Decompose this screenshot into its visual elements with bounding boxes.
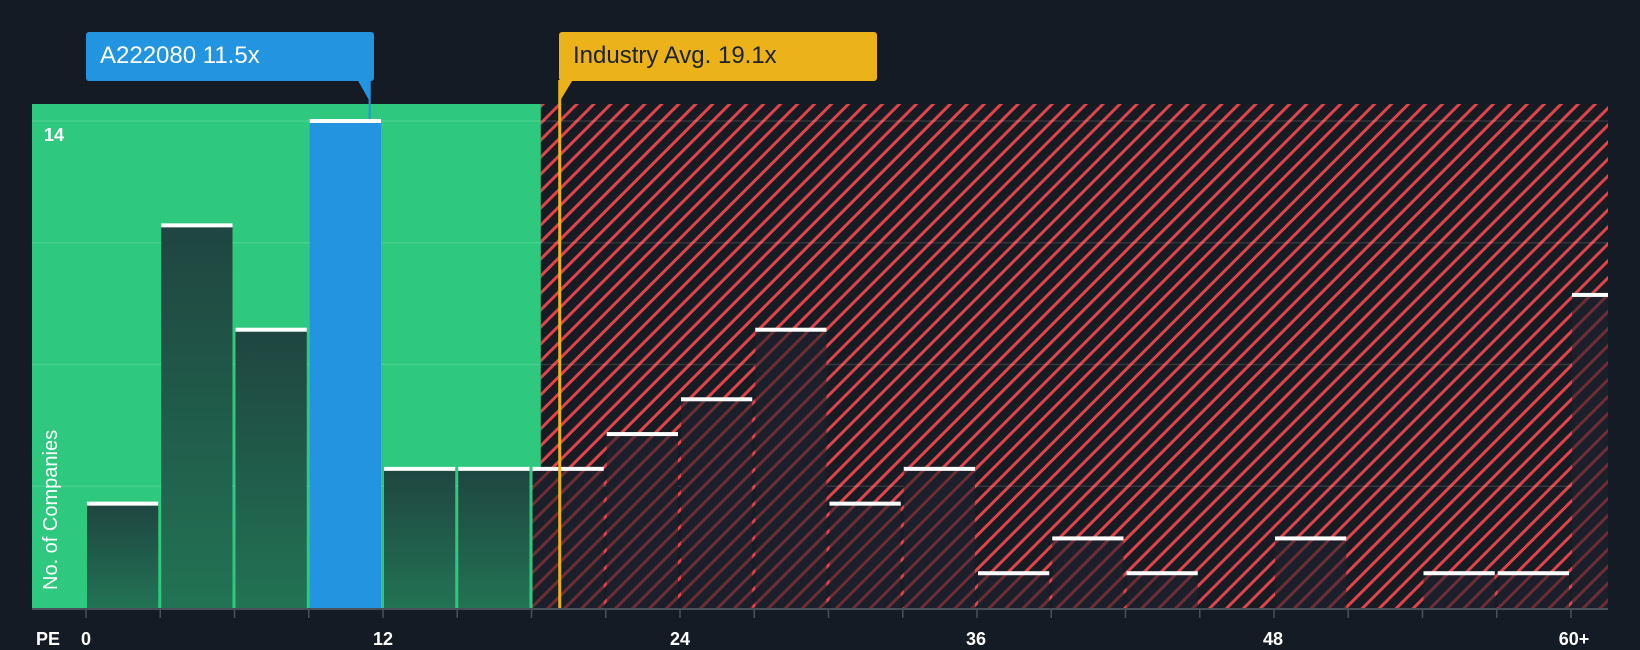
- bar-cap: [1052, 536, 1124, 541]
- bar-cap: [161, 223, 233, 228]
- histogram-bar: [1275, 538, 1347, 608]
- industry-avg-label: Industry Avg. 19.1x: [573, 42, 777, 69]
- bar-cap: [384, 466, 456, 471]
- histogram-bar: [1497, 573, 1569, 608]
- histogram-bar: [1423, 573, 1495, 608]
- bar-cap: [755, 327, 827, 332]
- bar-cap: [1497, 571, 1569, 576]
- y-tick-max: 14: [44, 125, 65, 145]
- bar-cap: [87, 501, 159, 506]
- bar-cap: [681, 397, 753, 402]
- histogram-bar: [755, 329, 827, 608]
- histogram-bar: [903, 468, 975, 608]
- histogram-bar: [681, 399, 753, 608]
- histogram-bar: [458, 468, 530, 608]
- histogram-bar: [161, 225, 233, 608]
- y-axis-label: No. of Companies: [40, 429, 62, 590]
- company-pe-callout: A222080 11.5x: [86, 32, 374, 81]
- bar-cap: [1126, 571, 1198, 576]
- bar-cap: [1275, 536, 1347, 541]
- bar-cap: [532, 466, 604, 471]
- histogram-bar: [309, 121, 381, 608]
- x-tick-36: 36: [965, 629, 987, 649]
- bar-cap: [829, 501, 901, 506]
- histogram-bar: [978, 573, 1050, 608]
- industry-callout-pointer: [558, 80, 573, 103]
- histogram-bar: [532, 468, 604, 608]
- bar-cap: [458, 466, 530, 471]
- x-tick-60-plus: 60+: [1558, 629, 1590, 649]
- bar-cap: [309, 119, 381, 123]
- histogram-bar: [1572, 294, 1608, 608]
- histogram-bar: [235, 329, 307, 608]
- histogram-bar: [606, 434, 678, 608]
- bar-cap: [903, 466, 975, 471]
- industry-avg-callout: Industry Avg. 19.1x: [559, 32, 877, 81]
- histogram-bar: [87, 503, 159, 608]
- histogram-bar: [384, 468, 456, 608]
- x-tick-0: 0: [80, 629, 92, 649]
- company-callout-pointer: [357, 80, 371, 103]
- histogram-bar: [1126, 573, 1198, 608]
- x-axis-label: PE: [36, 629, 61, 649]
- company-pe-label: A222080 11.5x: [100, 42, 260, 69]
- bar-cap: [235, 327, 307, 332]
- bar-cap: [1572, 292, 1608, 297]
- histogram-bar: [1052, 538, 1124, 608]
- bar-cap: [606, 432, 678, 437]
- bar-cap: [978, 571, 1050, 576]
- x-tick-12: 12: [372, 629, 394, 649]
- histogram-bar: [829, 503, 901, 608]
- bar-cap: [1423, 571, 1495, 576]
- x-tick-48: 48: [1262, 629, 1284, 649]
- x-tick-24: 24: [669, 629, 691, 649]
